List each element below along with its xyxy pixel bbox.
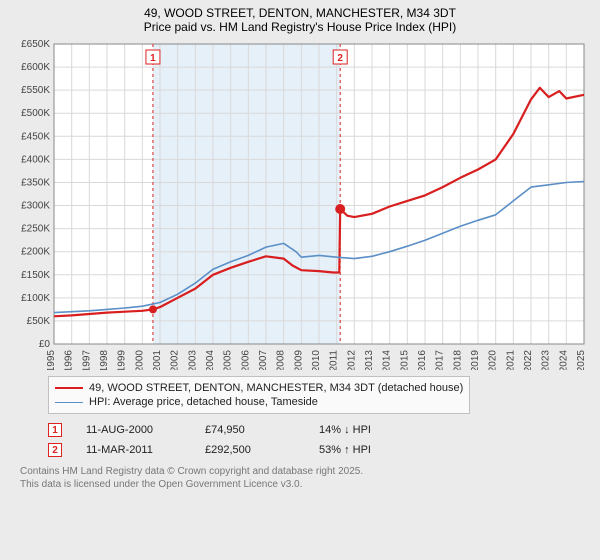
chart-container: £0 £50K £100K £150K £200K £250K £300K £350K £400…	[10, 40, 590, 370]
legend: 49, WOOD STREET, DENTON, MANCHESTER, M34…	[48, 376, 470, 414]
svg-text:£50K: £50K	[27, 316, 51, 327]
footer-attribution: Contains HM Land Registry data © Crown c…	[20, 466, 600, 491]
svg-text:2013: 2013	[364, 350, 375, 370]
svg-text:2014: 2014	[382, 350, 393, 370]
svg-text:2016: 2016	[417, 350, 428, 370]
footer-line1: Contains HM Land Registry data © Crown c…	[20, 466, 600, 479]
svg-text:2: 2	[337, 53, 343, 64]
svg-text:1999: 1999	[117, 350, 128, 370]
svg-text:1998: 1998	[99, 350, 110, 370]
marker-pct: 53% ↑ HPI	[319, 444, 429, 456]
svg-text:2022: 2022	[523, 350, 534, 370]
svg-text:2000: 2000	[134, 350, 145, 370]
marker-price: £74,950	[205, 424, 295, 436]
marker-row: 1 11-AUG-2000 £74,950 14% ↓ HPI	[48, 420, 600, 440]
svg-text:£200K: £200K	[21, 247, 50, 258]
svg-text:2020: 2020	[488, 350, 499, 370]
svg-text:2001: 2001	[152, 350, 163, 370]
svg-text:2011: 2011	[329, 350, 340, 370]
svg-text:2010: 2010	[311, 350, 322, 370]
svg-text:£500K: £500K	[21, 108, 50, 119]
svg-text:2024: 2024	[558, 350, 569, 370]
svg-text:2003: 2003	[187, 350, 198, 370]
svg-text:2008: 2008	[276, 350, 287, 370]
svg-text:£150K: £150K	[21, 270, 50, 281]
svg-text:1997: 1997	[81, 350, 92, 370]
svg-text:2004: 2004	[205, 350, 216, 370]
svg-text:2012: 2012	[346, 350, 357, 370]
svg-text:2002: 2002	[170, 350, 181, 370]
svg-text:2017: 2017	[435, 350, 446, 370]
legend-label: HPI: Average price, detached house, Tame…	[89, 396, 318, 408]
legend-swatch	[55, 402, 83, 403]
marker-date: 11-AUG-2000	[86, 424, 181, 436]
svg-text:£0: £0	[39, 339, 51, 350]
svg-text:2019: 2019	[470, 350, 481, 370]
marker-badge: 2	[48, 443, 62, 457]
title-line2: Price paid vs. HM Land Registry's House …	[0, 20, 600, 34]
price-chart: £0 £50K £100K £150K £200K £250K £300K £350K £400…	[10, 40, 590, 370]
svg-text:2007: 2007	[258, 350, 269, 370]
legend-item: HPI: Average price, detached house, Tame…	[55, 395, 463, 409]
legend-item: 49, WOOD STREET, DENTON, MANCHESTER, M34…	[55, 381, 463, 395]
svg-text:2021: 2021	[505, 350, 516, 370]
svg-text:£600K: £600K	[21, 62, 50, 73]
svg-text:£550K: £550K	[21, 85, 50, 96]
footer-line2: This data is licensed under the Open Gov…	[20, 479, 600, 492]
svg-text:2023: 2023	[541, 350, 552, 370]
svg-text:£100K: £100K	[21, 293, 50, 304]
legend-swatch	[55, 387, 83, 389]
svg-text:£250K: £250K	[21, 224, 50, 235]
svg-text:1: 1	[150, 53, 156, 64]
legend-label: 49, WOOD STREET, DENTON, MANCHESTER, M34…	[89, 382, 463, 394]
svg-text:2006: 2006	[240, 350, 251, 370]
title-line1: 49, WOOD STREET, DENTON, MANCHESTER, M34…	[0, 6, 600, 20]
svg-text:2005: 2005	[223, 350, 234, 370]
marker-row: 2 11-MAR-2011 £292,500 53% ↑ HPI	[48, 440, 600, 460]
marker-badge: 1	[48, 423, 62, 437]
svg-text:£350K: £350K	[21, 177, 50, 188]
svg-text:£650K: £650K	[21, 40, 50, 50]
svg-text:2009: 2009	[293, 350, 304, 370]
svg-text:2025: 2025	[576, 350, 587, 370]
marker-pct: 14% ↓ HPI	[319, 424, 429, 436]
svg-text:£300K: £300K	[21, 201, 50, 212]
marker-table: 1 11-AUG-2000 £74,950 14% ↓ HPI 2 11-MAR-2011…	[48, 420, 600, 460]
marker-price: £292,500	[205, 444, 295, 456]
chart-title: 49, WOOD STREET, DENTON, MANCHESTER, M34…	[0, 0, 600, 36]
svg-text:£450K: £450K	[21, 131, 50, 142]
svg-text:2015: 2015	[399, 350, 410, 370]
svg-text:1996: 1996	[64, 350, 75, 370]
svg-text:1995: 1995	[46, 350, 57, 370]
svg-text:2018: 2018	[452, 350, 463, 370]
marker-date: 11-MAR-2011	[86, 444, 181, 456]
svg-text:£400K: £400K	[21, 154, 50, 165]
